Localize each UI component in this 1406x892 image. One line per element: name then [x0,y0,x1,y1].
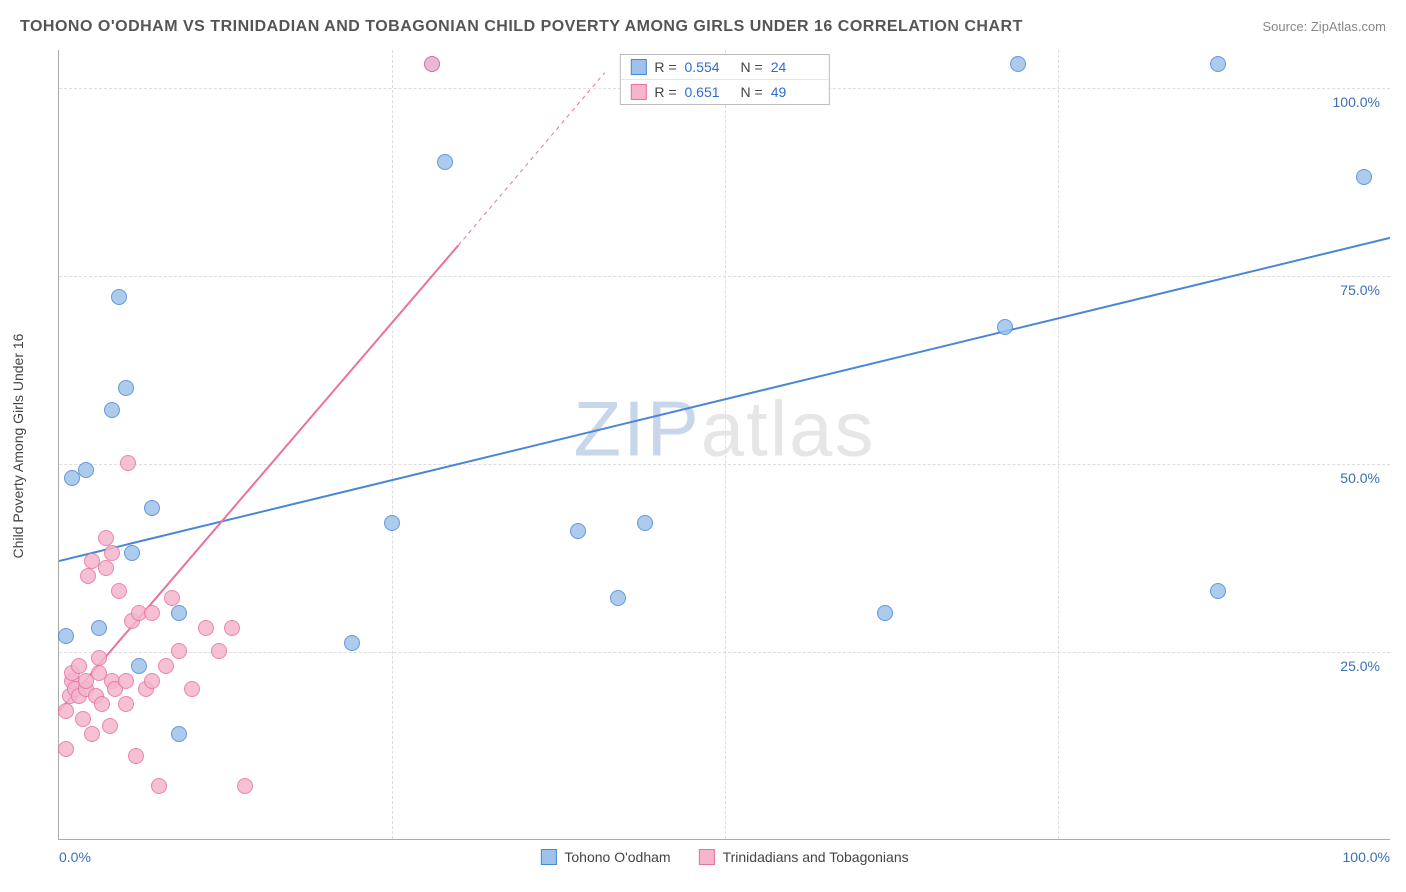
legend-item: Trinidadians and Tobagonians [699,849,909,865]
data-point [211,643,227,659]
y-tick-label: 50.0% [1340,470,1380,486]
legend-item: Tohono O'odham [540,849,670,865]
data-point [877,605,893,621]
data-point [198,620,214,636]
data-point [78,462,94,478]
data-point [144,605,160,621]
n-label: N = [741,59,763,75]
data-point [120,455,136,471]
data-point [98,560,114,576]
data-point [118,380,134,396]
y-tick-label: 100.0% [1333,94,1380,110]
r-value: 0.554 [685,59,733,75]
legend-swatch [630,59,646,75]
data-point [58,628,74,644]
data-point [171,605,187,621]
n-value: 49 [771,84,819,100]
r-label: R = [654,59,676,75]
r-value: 0.651 [685,84,733,100]
data-point [570,523,586,539]
data-point [171,726,187,742]
data-point [118,696,134,712]
data-point [98,530,114,546]
data-point [58,741,74,757]
data-point [131,658,147,674]
source-label: Source: ZipAtlas.com [1262,19,1386,34]
n-value: 24 [771,59,819,75]
data-point [997,319,1013,335]
grid-v [725,50,726,839]
data-point [224,620,240,636]
data-point [91,620,107,636]
data-point [102,718,118,734]
legend-label: Trinidadians and Tobagonians [723,849,909,865]
x-tick-max: 100.0% [1343,849,1390,865]
data-point [1210,56,1226,72]
data-point [384,515,400,531]
data-point [184,681,200,697]
data-point [128,748,144,764]
y-tick-label: 75.0% [1340,282,1380,298]
data-point [104,545,120,561]
data-point [164,590,180,606]
data-point [80,568,96,584]
data-point [158,658,174,674]
y-tick-label: 25.0% [1340,658,1380,674]
data-point [144,673,160,689]
legend-swatch [699,849,715,865]
data-point [637,515,653,531]
data-point [75,711,91,727]
data-point [237,778,253,794]
legend-swatch [630,84,646,100]
data-point [437,154,453,170]
data-point [111,289,127,305]
bottom-legend: Tohono O'odham Trinidadians and Tobagonia… [540,849,908,865]
legend-label: Tohono O'odham [564,849,670,865]
plot-area: ZIPatlas 25.0%50.0%75.0%100.0% R =0.554N… [58,50,1390,840]
stats-row: R = 0.554 N = 24 [620,55,828,79]
data-point [144,500,160,516]
stats-row: R = 0.651 N = 49 [620,79,828,104]
data-point [1210,583,1226,599]
data-point [171,643,187,659]
data-point [1010,56,1026,72]
data-point [84,726,100,742]
grid-v [392,50,393,839]
data-point [124,545,140,561]
data-point [104,402,120,418]
data-point [151,778,167,794]
data-point [610,590,626,606]
stats-legend: R = 0.554 N = 24 R = 0.651 N = 49 [619,54,829,105]
n-label: N = [741,84,763,100]
data-point [118,673,134,689]
data-point [1356,169,1372,185]
r-label: R = [654,84,676,100]
data-point [111,583,127,599]
data-point [91,650,107,666]
data-point [94,696,110,712]
data-point [344,635,360,651]
grid-v [1058,50,1059,839]
data-point [71,658,87,674]
data-point [58,703,74,719]
legend-swatch [540,849,556,865]
y-axis-label: Child Poverty Among Girls Under 16 [10,334,26,559]
chart-title: TOHONO O'ODHAM VS TRINIDADIAN AND TOBAGO… [20,18,1023,36]
data-point [424,56,440,72]
x-tick-min: 0.0% [59,849,91,865]
